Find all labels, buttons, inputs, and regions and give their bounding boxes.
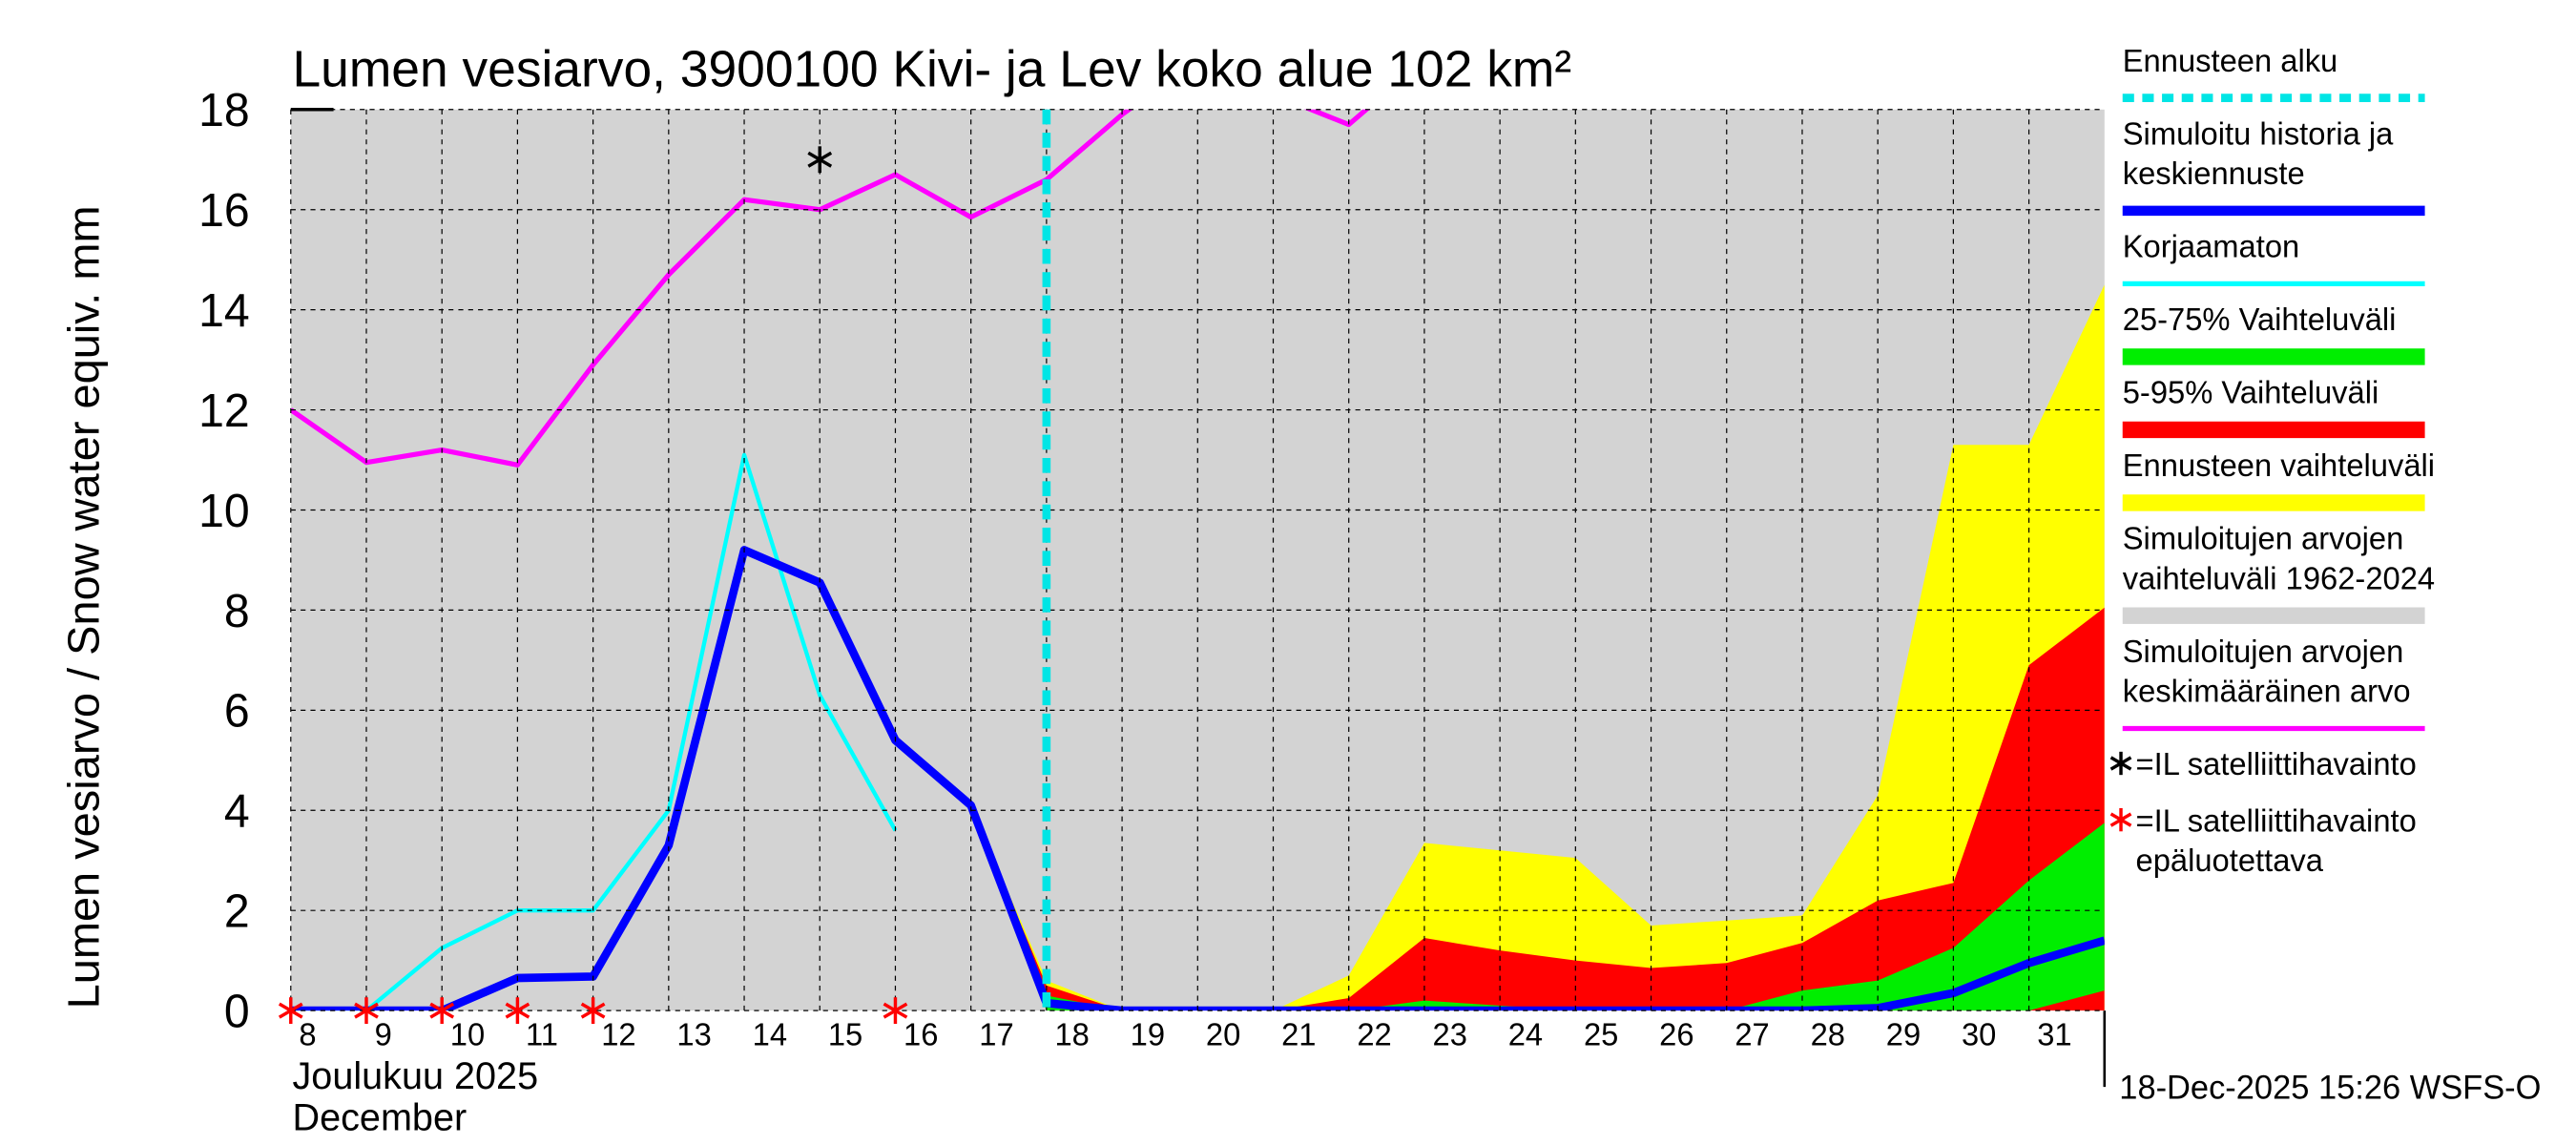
y-tick-label: 4	[224, 785, 250, 837]
star-stroke	[580, 1002, 606, 1019]
legend-label: 5-95% Vaihteluväli	[2123, 374, 2379, 409]
legend-label: vaihteluväli 1962-2024	[2123, 560, 2435, 595]
x-tick-label: 16	[904, 1017, 938, 1052]
star-stroke	[807, 151, 833, 168]
legend-label: Ennusteen vaihteluväli	[2123, 448, 2435, 483]
x-tick-label: 22	[1357, 1017, 1391, 1052]
x-tick-label: 29	[1886, 1017, 1921, 1052]
satellite-observation-marker	[807, 146, 833, 174]
y-axis-label: Lumen vesiarvo / Snow water equiv. mm	[59, 205, 109, 1009]
star-stroke	[354, 1002, 379, 1019]
legend-label: 25-75% Vaihteluväli	[2123, 302, 2397, 337]
unreliable-observation-marker	[429, 997, 455, 1025]
unreliable-observation-marker	[354, 997, 379, 1025]
legend-label: epäluotettava	[2136, 843, 2324, 878]
star-stroke	[505, 1002, 530, 1019]
x-tick-label: 17	[979, 1017, 1013, 1052]
series-line-simuloitujen-arvojen-keskim-r-inen-arvo	[290, 109, 1370, 468]
y-tick-label: 10	[198, 486, 250, 537]
legend-label: Simuloitujen arvojen	[2123, 634, 2404, 669]
star-stroke	[429, 1002, 455, 1019]
x-axis-label-fi: Joulukuu 2025	[293, 1055, 539, 1097]
legend-label: Ennusteen alku	[2123, 43, 2338, 78]
legend-label: Korjaamaton	[2123, 228, 2299, 263]
legend-label: keskiennuste	[2123, 156, 2305, 191]
y-tick-label: 0	[224, 986, 250, 1037]
y-tick-label: 12	[198, 385, 250, 437]
x-tick-label: 28	[1811, 1017, 1845, 1052]
y-tick-label: 16	[198, 185, 250, 237]
x-tick-label: 27	[1735, 1017, 1769, 1052]
y-tick-label: 14	[198, 285, 250, 337]
x-tick-label: 30	[1962, 1017, 1996, 1052]
x-tick-label: 18	[1054, 1017, 1089, 1052]
x-tick-label: 31	[2037, 1017, 2071, 1052]
x-tick-label: 26	[1659, 1017, 1693, 1052]
x-tick-label: 24	[1508, 1017, 1543, 1052]
x-tick-label: 19	[1131, 1017, 1165, 1052]
legend-swatch	[2122, 421, 2425, 439]
legend-label: keskimääräinen arvo	[2123, 674, 2411, 709]
unreliable-observation-marker	[278, 997, 303, 1025]
star-stroke	[278, 1002, 303, 1019]
star-stroke	[2109, 812, 2132, 827]
star-stroke	[2109, 756, 2132, 771]
x-axis-label-en: December	[293, 1096, 467, 1138]
legend-swatch	[2122, 494, 2425, 511]
x-tick-label: 20	[1206, 1017, 1240, 1052]
legend-star-icon	[2109, 807, 2132, 832]
x-tick-label: 14	[753, 1017, 787, 1052]
legend-star-icon	[2109, 751, 2132, 776]
x-tick-label: 12	[601, 1017, 635, 1052]
y-tick-label: 6	[224, 686, 250, 738]
legend-label: =IL satelliittihavainto	[2136, 802, 2417, 838]
unreliable-observation-marker	[580, 997, 606, 1025]
timestamp: 18-Dec-2025 15:26 WSFS-O	[2119, 1070, 2541, 1106]
chart-title: Lumen vesiarvo, 3900100 Kivi- ja Lev kok…	[293, 40, 1572, 97]
band-25-75-vaihteluv-li	[970, 805, 2105, 1011]
star-stroke	[883, 1002, 908, 1019]
x-tick-label: 9	[375, 1017, 392, 1052]
unreliable-observation-marker	[505, 997, 530, 1025]
legend-label: Simuloitu historia ja	[2123, 115, 2394, 151]
y-tick-label: 2	[224, 885, 250, 937]
x-tick-label: 25	[1584, 1017, 1618, 1052]
unreliable-observation-marker	[883, 997, 908, 1025]
legend-swatch	[2122, 348, 2425, 365]
x-tick-label: 15	[828, 1017, 862, 1052]
legend-label: Simuloitujen arvojen	[2123, 521, 2404, 556]
x-tick-label: 23	[1433, 1017, 1467, 1052]
legend-swatch	[2122, 607, 2425, 624]
y-tick-label: 8	[224, 586, 250, 637]
x-tick-label: 13	[676, 1017, 711, 1052]
x-tick-label: 8	[299, 1017, 316, 1052]
x-tick-label: 21	[1281, 1017, 1316, 1052]
x-tick-label: 11	[526, 1017, 558, 1052]
y-tick-label: 18	[198, 85, 250, 136]
legend-label: =IL satelliittihavainto	[2136, 746, 2417, 781]
x-tick-label: 10	[450, 1017, 485, 1052]
